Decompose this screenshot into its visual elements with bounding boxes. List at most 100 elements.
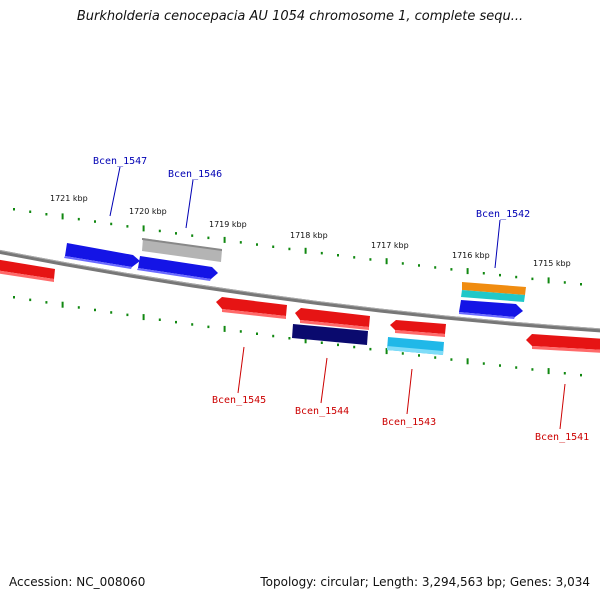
gene-left-edge-shade — [0, 270, 54, 282]
kbp-label: 1718 kbp — [290, 231, 328, 240]
upper-tick — [77, 217, 80, 221]
gene-bcen-1545[interactable] — [216, 297, 287, 316]
kbp-label: 1715 kbp — [533, 259, 571, 268]
upper-tick — [223, 236, 226, 243]
upper-tick — [401, 262, 404, 265]
lower-tick — [450, 358, 453, 361]
gene-bcen-1542-shade — [459, 312, 515, 319]
gene-bcen-1541[interactable] — [526, 334, 600, 350]
lower-tick — [45, 301, 48, 304]
upper-tick-row — [13, 208, 582, 286]
lower-tick — [77, 306, 80, 309]
lower-tick — [499, 364, 501, 367]
lower-tick — [110, 311, 113, 314]
upper-tick — [256, 243, 258, 246]
upper-tick — [580, 283, 582, 286]
upper-tick — [337, 254, 339, 257]
lower-tick — [288, 337, 291, 340]
gene-left-edge[interactable] — [0, 259, 55, 279]
upper-tick — [126, 225, 129, 228]
lower-tick — [175, 320, 177, 324]
lower-tick — [207, 325, 210, 329]
upper-tick — [320, 251, 323, 255]
gene-bcen-1545-shade — [222, 309, 286, 319]
lower-tick — [256, 332, 258, 335]
lower-tick — [320, 341, 323, 344]
chromosome-backbone — [0, 249, 600, 333]
upper-tick — [207, 236, 210, 240]
gene-label-bcen-1542[interactable]: Bcen_1542 — [476, 209, 530, 220]
feature-cyan-bar-shade — [387, 346, 443, 355]
lower-tick — [563, 372, 566, 375]
reverse-genes — [0, 259, 600, 355]
upper-tick — [29, 210, 32, 213]
upper-tick — [466, 268, 469, 275]
upper-tick — [158, 229, 161, 233]
upper-tick — [288, 247, 291, 251]
upper-tick — [353, 256, 356, 259]
leader-bcen-1547 — [109, 166, 121, 217]
upper-tick — [94, 220, 96, 223]
kbp-label: 1716 kbp — [452, 251, 490, 260]
lower-tick — [29, 298, 32, 302]
lower-tick — [304, 337, 307, 344]
gene-label-bcen-1545[interactable]: Bcen_1545 — [212, 395, 266, 406]
gene-bcen-1541-shade — [532, 346, 600, 353]
feature-navy-bar[interactable] — [292, 324, 368, 345]
upper-tick — [142, 225, 145, 232]
upper-tick — [175, 232, 177, 235]
leader-bcen-1543 — [406, 368, 413, 415]
gene-label-bcen-1546[interactable]: Bcen_1546 — [168, 169, 222, 180]
lower-tick — [482, 362, 485, 365]
upper-tick — [239, 241, 242, 244]
upper-tick — [482, 272, 485, 275]
gene-label-bcen-1544[interactable]: Bcen_1544 — [295, 406, 349, 417]
upper-tick — [45, 213, 48, 216]
lower-tick — [142, 314, 145, 321]
gene-bcen-1543[interactable] — [390, 320, 446, 334]
kbp-labels: 1721 kbp 1720 kbp 1719 kbp 1718 kbp 1717… — [50, 194, 571, 268]
gene-label-bcen-1547[interactable]: Bcen_1547 — [93, 156, 147, 167]
lower-tick — [191, 323, 194, 326]
gene-bcen-1544[interactable] — [295, 308, 370, 327]
gene-bcen-1542[interactable] — [459, 300, 523, 317]
feature-orange-bar[interactable] — [462, 282, 526, 295]
accession-label: Accession: NC_008060 — [9, 575, 146, 589]
leader-bcen-1545 — [237, 346, 245, 394]
lower-tick — [401, 352, 404, 355]
lower-tick — [466, 358, 469, 365]
lower-tick — [13, 296, 15, 299]
gene-label-bcen-1541[interactable]: Bcen_1541 — [535, 432, 589, 443]
upper-tick — [434, 266, 437, 269]
gene-labels: Bcen_1547 Bcen_1546 Bcen_1542 Bcen_1545 … — [93, 156, 589, 443]
gene-bcen-1547[interactable] — [65, 243, 140, 267]
kbp-label: 1720 kbp — [129, 207, 167, 216]
gene-bcen-1546[interactable] — [138, 256, 218, 279]
leader-bcen-1544 — [320, 357, 328, 404]
lower-tick — [337, 343, 339, 347]
upper-tick — [272, 245, 275, 248]
feature-grey-bar-shade — [142, 238, 222, 251]
leader-bcen-1541 — [559, 383, 566, 430]
upper-tick — [110, 222, 113, 226]
lower-tick — [547, 368, 550, 375]
lower-tick — [158, 318, 161, 321]
upper-tick — [304, 247, 307, 254]
lower-tick — [369, 347, 372, 351]
lower-tick — [126, 313, 129, 317]
upper-tick — [515, 275, 518, 279]
upper-tick — [418, 264, 420, 267]
sequence-summary: Topology: circular; Length: 3,294,563 bp… — [260, 575, 590, 589]
feature-grey-bar[interactable] — [142, 238, 222, 262]
leader-bcen-1542 — [494, 219, 501, 269]
feature-teal-bar[interactable] — [461, 290, 525, 302]
upper-tick — [563, 281, 566, 284]
gene-bcen-1544-shade — [300, 320, 369, 330]
upper-tick — [547, 277, 550, 284]
lower-tick — [531, 368, 534, 371]
gene-label-bcen-1543[interactable]: Bcen_1543 — [382, 417, 436, 428]
chromosome-backbone-highlight — [0, 249, 600, 330]
lower-tick — [353, 345, 356, 349]
lower-tick — [272, 334, 275, 338]
